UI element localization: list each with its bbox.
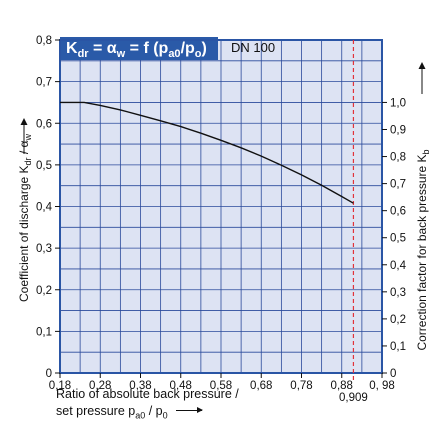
marker-label: 0,909 — [339, 392, 368, 404]
y-left-tick-label: 0,6 — [36, 118, 52, 130]
chart-subtitle: DN 100 — [231, 40, 275, 55]
x-axis-title-line2: set pressure pa0 / p0 — [56, 403, 376, 425]
y-right-axis-arrow — [418, 62, 426, 94]
x-axis-title-line1: Ratio of absolute back pressure / — [56, 387, 239, 401]
y-left-tick-label: 0 — [46, 368, 52, 380]
x-tick-label: 0,18 — [49, 380, 71, 392]
y-left-axis-ticks: 0 0,1 0,2 0,3 0,4 0,5 0,6 0,7 0,8 — [36, 35, 60, 380]
chart-title: Kdr = αw = f (pa0/po) — [66, 40, 207, 60]
x-tick-label: 0,68 — [250, 380, 272, 392]
y-right-tick-label: 0,2 — [390, 314, 406, 326]
y-left-axis-arrow — [20, 118, 28, 154]
y-right-tick-label: 0,5 — [390, 233, 406, 245]
x-tick-label: 0,88 — [331, 380, 353, 392]
y-left-tick-label: 0,7 — [36, 77, 52, 89]
x-axis-ticks: 0,18 0,28 0,38 0,48 0,58 0,68 0,78 0,88 0, 98 — [49, 373, 395, 392]
y-left-tick-label: 0,8 — [36, 35, 52, 47]
y-right-tick-label: 0,6 — [390, 206, 406, 218]
y-right-tick-label: 0 — [390, 368, 396, 380]
y-right-tick-label: 1,0 — [390, 97, 406, 109]
grid-lines — [60, 40, 382, 373]
title-banner — [60, 37, 218, 60]
x-axis-title: Ratio of absolute back pressure / set pr… — [56, 386, 376, 425]
y-right-tick-label: 0,7 — [390, 179, 406, 191]
x-tick-label: 0,28 — [89, 380, 111, 392]
y-right-tick-label: 0,3 — [390, 287, 406, 299]
series-line — [60, 101, 354, 204]
x-tick-label: 0,78 — [290, 380, 312, 392]
y-left-tick-label: 0,4 — [36, 202, 53, 214]
x-tick-label: 0,38 — [129, 380, 151, 392]
y-right-axis-title: Correction factor for back pressure Kb — [415, 149, 431, 350]
x-tick-label: 0, 98 — [369, 380, 395, 392]
y-right-tick-label: 0,8 — [390, 152, 406, 164]
y-right-tick-label: 0,1 — [390, 341, 406, 353]
x-tick-label: 0,58 — [210, 380, 232, 392]
y-right-tick-label: 0,4 — [390, 260, 407, 272]
y-left-tick-label: 0,2 — [36, 285, 52, 297]
x-axis-arrow — [175, 407, 203, 413]
y-left-tick-label: 0,3 — [36, 243, 52, 255]
y-left-axis-title: Coefficient of discharge Kdr / αw — [17, 134, 33, 303]
y-right-tick-label: 0,9 — [390, 124, 406, 136]
y-right-axis-ticks: 0 0,1 0,2 0,3 0,4 0,5 0,6 0,7 0,8 0,9 1,0 — [382, 97, 407, 380]
y-left-tick-label: 0,1 — [36, 326, 52, 338]
y-left-tick-label: 0,5 — [36, 160, 52, 172]
x-tick-label: 0,48 — [170, 380, 192, 392]
